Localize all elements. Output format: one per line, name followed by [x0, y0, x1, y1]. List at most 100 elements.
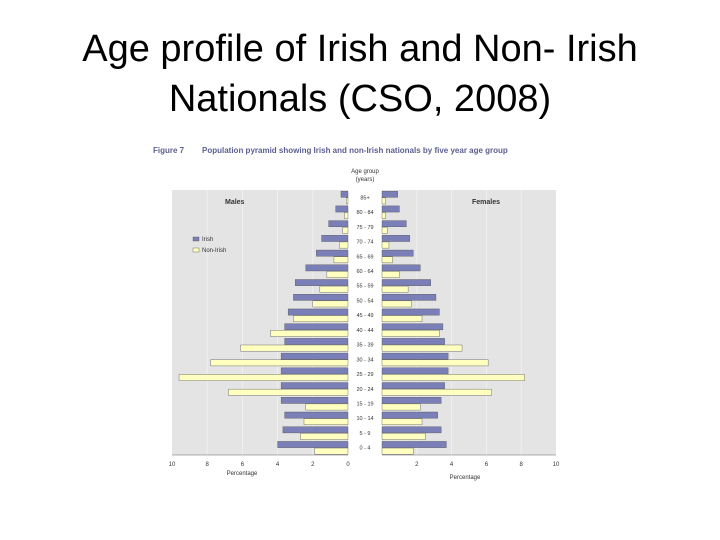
bar-females-non-irish	[381, 256, 393, 264]
bar-females-irish	[381, 352, 449, 360]
x-tick-label-males: 2	[311, 462, 315, 468]
x-tick-label-females: 10	[553, 462, 560, 468]
x-tick-label-males: 8	[206, 462, 210, 468]
bar-males-irish	[284, 411, 349, 419]
bar-males-irish	[335, 205, 349, 213]
bar-males-non-irish	[312, 300, 349, 308]
bar-males-irish	[287, 308, 349, 316]
bar-females-non-irish	[381, 241, 390, 249]
age-group-label: 10 - 14	[356, 416, 373, 422]
center-axis-label-line-1: Age group	[351, 169, 379, 175]
bar-females-irish	[381, 249, 414, 257]
x-tick-label-males: 6	[241, 462, 245, 468]
bar-males-irish	[305, 264, 349, 272]
bar-females-irish	[381, 411, 438, 419]
x-tick-label-females: 6	[485, 462, 489, 468]
population-pyramid-figure: Figure 7 Population pyramid showing Iris…	[150, 140, 570, 490]
bar-females-irish	[381, 323, 444, 331]
bar-males-non-irish	[228, 388, 349, 396]
bar-males-non-irish	[346, 197, 349, 205]
plot-area: Age group (years) 0 - 4 5 - 9 10 - 14 15 - 19…	[169, 169, 560, 481]
males-panel-background	[172, 190, 348, 455]
bar-males-irish	[328, 220, 349, 228]
age-group-label: 25 - 29	[356, 372, 373, 378]
bar-females-non-irish	[381, 374, 525, 381]
legend-label-non-irish: Non-Irish	[202, 248, 226, 254]
bar-females-non-irish	[381, 418, 423, 425]
bar-males-irish	[277, 441, 349, 448]
bar-females-non-irish	[381, 197, 386, 205]
slide-title-line-1: Age profile of Irish and Non- Irish	[82, 28, 638, 70]
center-axis-label-line-2: (years)	[356, 177, 375, 183]
bar-males-irish	[293, 294, 349, 301]
bar-females-irish	[381, 190, 398, 198]
bar-males-irish	[280, 397, 349, 404]
bar-males-non-irish	[210, 359, 349, 367]
bar-females-non-irish	[381, 344, 463, 352]
bar-males-irish	[294, 279, 349, 286]
bar-males-irish	[280, 367, 349, 375]
bar-females-non-irish	[381, 227, 388, 234]
bar-males-irish	[280, 382, 349, 389]
age-group-label: 45 - 49	[356, 313, 373, 319]
age-group-label: 5 - 9	[359, 431, 370, 437]
age-group-label: 65 - 69	[356, 254, 373, 260]
x-tick-label-males: 10	[169, 462, 176, 468]
bar-females-irish	[381, 220, 407, 228]
bar-males-non-irish	[326, 271, 349, 278]
age-group-label: 55 - 59	[356, 284, 373, 290]
bar-females-non-irish	[381, 403, 421, 411]
bar-males-irish	[282, 426, 349, 434]
bar-males-irish	[280, 352, 349, 360]
age-group-label: 60 - 64	[356, 269, 373, 275]
slide-title-line-2: Nationals (CSO, 2008)	[168, 78, 552, 120]
bar-males-non-irish	[342, 227, 349, 234]
bar-females-irish	[381, 205, 400, 213]
bar-males-irish	[340, 190, 349, 198]
females-label: Females	[472, 199, 500, 206]
x-tick-label-females: 4	[450, 462, 454, 468]
bar-females-non-irish	[381, 271, 400, 278]
bar-females-irish	[381, 397, 442, 404]
age-group-label: 0 - 4	[359, 446, 370, 452]
bar-males-non-irish	[333, 256, 349, 264]
bar-males-non-irish	[240, 344, 349, 352]
bar-males-non-irish	[338, 241, 349, 249]
age-group-label: 75 - 79	[356, 225, 373, 231]
age-group-label: 70 - 74	[356, 240, 373, 246]
bar-males-irish	[284, 323, 349, 331]
bar-females-irish	[381, 235, 411, 242]
bar-males-non-irish	[319, 285, 349, 293]
age-group-label: 50 - 54	[356, 298, 373, 304]
bar-females-non-irish	[381, 330, 440, 337]
population-pyramid-chart: Figure 7 Population pyramid showing Iris…	[153, 146, 560, 481]
legend-swatch-irish	[192, 236, 200, 242]
bar-males-non-irish	[270, 330, 349, 337]
x-axis-title-females: Percentage	[450, 475, 481, 481]
figure-label: Figure 7	[153, 146, 185, 155]
males-label: Males	[225, 199, 245, 206]
bar-males-non-irish	[305, 403, 349, 411]
bar-males-non-irish	[300, 433, 349, 440]
bar-females-non-irish	[381, 359, 489, 367]
bar-females-non-irish	[381, 315, 423, 322]
bar-males-irish	[284, 338, 349, 345]
bar-males-non-irish	[293, 315, 349, 322]
bar-females-irish	[381, 382, 445, 389]
x-tick-label-males: 0	[346, 462, 350, 468]
bar-females-irish	[381, 308, 440, 316]
x-tick-label-males: 4	[276, 462, 280, 468]
figure-caption: Population pyramid showing Irish and non…	[202, 146, 508, 155]
bar-males-non-irish	[344, 212, 349, 219]
bar-females-non-irish	[381, 447, 414, 455]
bar-females-non-irish	[381, 285, 409, 293]
bar-males-non-irish	[178, 374, 349, 381]
bar-females-irish	[381, 426, 442, 434]
bar-females-irish	[381, 338, 445, 345]
age-group-label: 30 - 34	[356, 357, 373, 363]
slide-title: Age profile of Irish and Non- Irish Nati…	[0, 24, 720, 124]
bar-females-irish	[381, 441, 447, 448]
x-axis-title-males: Percentage	[227, 471, 258, 477]
legend-swatch-non-irish	[192, 247, 200, 253]
age-group-label: 80 - 84	[356, 210, 373, 216]
